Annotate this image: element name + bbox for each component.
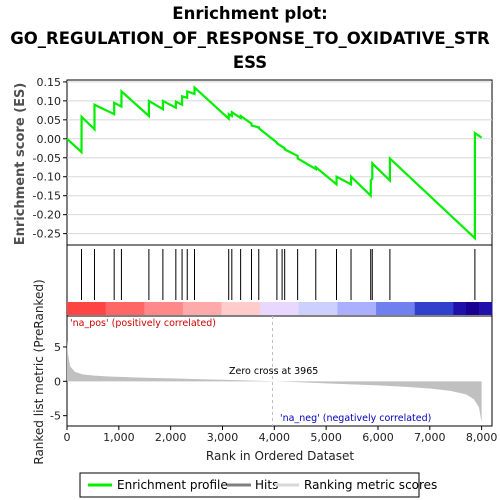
legend-metric-label: Ranking metric scores [304, 478, 437, 492]
neg-correlated-label: 'na_neg' (negatively correlated) [280, 413, 431, 424]
title-line-3: ESS [233, 53, 267, 72]
x-tick-label: 6,000 [362, 431, 394, 444]
x-tick-label: 4,000 [259, 431, 291, 444]
title-line-2: GO_REGULATION_OF_RESPONSE_TO_OXIDATIVE_S… [10, 29, 490, 48]
colorbar-segment [67, 302, 107, 315]
enrichment-y-tick-label: -0.25 [33, 228, 61, 241]
metric-x-ticks: 0 1,000 2,000 3,000 4,000 5,000 6,000 7,000 8,00… [64, 426, 498, 444]
enrichment-y-tick-label: -0.20 [33, 209, 61, 222]
hit-lines [81, 249, 476, 300]
colorbar-segment [376, 302, 416, 315]
metric-y-ticks: -5 0 5 [50, 341, 67, 423]
enrichment-panel: -0.25 -0.20 -0.15 -0.10 -0.05 0.00 0.05 0.10 0.1… [13, 76, 493, 246]
legend: Enrichment profile Hits Ranking metric s… [79, 472, 437, 498]
x-tick-label: 2,000 [155, 431, 187, 444]
colorbar-segment [105, 302, 145, 315]
x-tick-label: 5,000 [310, 431, 342, 444]
colorbar-segment [144, 302, 184, 315]
colorbar-end-segment [466, 302, 480, 315]
colorbar-segment [182, 302, 223, 315]
x-tick-label: 1,000 [103, 431, 135, 444]
enrichment-grid [67, 81, 492, 235]
legend-hits-label: Hits [255, 478, 278, 492]
hits-panel [66, 244, 493, 317]
colorbar-segment [337, 302, 377, 315]
enrichment-plot-frame [66, 79, 493, 246]
rank-colorbar [67, 302, 493, 315]
colorbar-segment [260, 302, 300, 315]
metric-frame [66, 315, 493, 427]
enrichment-profile-line [66, 85, 483, 241]
x-axis-label: Rank in Ordered Dataset [206, 449, 354, 463]
metric-y-tick-label: -5 [50, 410, 61, 423]
pos-correlated-label: 'na_pos' (positively correlated) [70, 318, 216, 329]
enrichment-y-axis-label: Enrichment score (ES) [13, 83, 28, 246]
title-line-1: Enrichment plot: [172, 4, 327, 23]
enrichment-y-tick-label: 0.10 [37, 95, 62, 108]
legend-enrichment-label: Enrichment profile [117, 478, 228, 492]
enrichment-y-tick-label: 0.05 [37, 114, 62, 127]
metric-y-tick-label: 0 [54, 375, 61, 388]
enrichment-y-tick-label: -0.15 [33, 190, 61, 203]
metric-area [67, 340, 482, 423]
x-tick-label: 7,000 [414, 431, 446, 444]
enrichment-y-ticks: -0.25 -0.20 -0.15 -0.10 -0.05 0.00 0.05 0.10 0.1… [33, 76, 67, 241]
metric-y-tick-label: 5 [54, 341, 61, 354]
x-tick-label: 8,000 [466, 431, 498, 444]
metric-panel: 'na_pos' (positively correlated) Zero cr… [32, 279, 497, 464]
colorbar-segment [221, 302, 261, 315]
enrichment-y-tick-label: -0.05 [33, 152, 61, 165]
enrichment-y-tick-label: 0.00 [37, 133, 62, 146]
enrichment-y-tick-label: 0.15 [37, 76, 62, 89]
x-tick-label: 0 [64, 431, 71, 444]
x-tick-label: 3,000 [207, 431, 239, 444]
colorbar-segment [298, 302, 338, 315]
metric-y-axis-label: Ranked list metric (PreRanked) [32, 279, 46, 464]
colorbar-segment [414, 302, 454, 315]
zero-cross-label: Zero cross at 3965 [229, 366, 318, 377]
enrichment-y-tick-label: -0.10 [33, 171, 61, 184]
